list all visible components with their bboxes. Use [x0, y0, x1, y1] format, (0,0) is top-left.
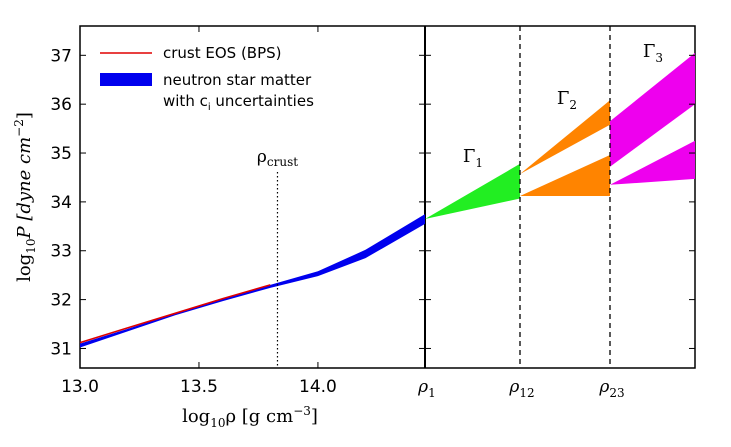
y-axis-ticks: 31 32 33 34 35 36 37 — [50, 46, 695, 359]
gamma2-region-2 — [520, 155, 610, 196]
y-tick-label: 32 — [50, 291, 72, 311]
legend-nsm-label-line2: with ci uncertainties — [163, 92, 314, 113]
gamma1-label: Γ1 — [463, 146, 483, 170]
y-tick-label: 36 — [50, 95, 72, 115]
gamma3-label: Γ3 — [643, 41, 663, 65]
legend-nsm-label-line1: neutron star matter — [163, 71, 312, 89]
y-tick-label: 34 — [50, 193, 72, 213]
legend-nsm-swatch — [100, 73, 152, 86]
rho-tick-label-23: ρ23 — [598, 377, 624, 400]
x-tick-label: 13.5 — [180, 377, 218, 397]
y-tick-label: 37 — [50, 46, 72, 66]
nsm-band — [80, 214, 425, 348]
x-tick-label: 14.0 — [299, 377, 337, 397]
x-tick-label: 13.0 — [61, 377, 99, 397]
crust-density-label: ρcrust — [257, 147, 298, 169]
gamma2-label: Γ2 — [557, 88, 577, 112]
y-tick-label: 35 — [50, 144, 72, 164]
y-tick-label: 31 — [50, 339, 72, 359]
gamma3-region-2 — [610, 140, 695, 185]
x-axis-ticks: 13.0 13.5 14.0 ρ1 ρ12 ρ23 — [61, 26, 625, 400]
legend-crust-label: crust EOS (BPS) — [163, 44, 282, 62]
gamma1-region-1 — [425, 163, 520, 219]
gamma2-region-1 — [520, 100, 610, 174]
crust-eos-line — [79, 284, 271, 344]
rho-tick-label-12: ρ12 — [508, 377, 534, 400]
left-panel — [79, 172, 425, 368]
gamma3-region-1 — [610, 52, 695, 167]
plot-frame — [79, 25, 696, 369]
y-tick-label: 33 — [50, 242, 72, 262]
right-panel: Γ1 Γ2 Γ3 — [425, 26, 695, 368]
x-axis-label: log10ρ [g cm−3] — [182, 404, 318, 430]
legend: crust EOS (BPS) neutron star matter with… — [100, 44, 314, 113]
rho-tick-label-1: ρ1 — [417, 377, 436, 400]
y-axis-label: log10P [dyne cm−2] — [12, 112, 38, 282]
